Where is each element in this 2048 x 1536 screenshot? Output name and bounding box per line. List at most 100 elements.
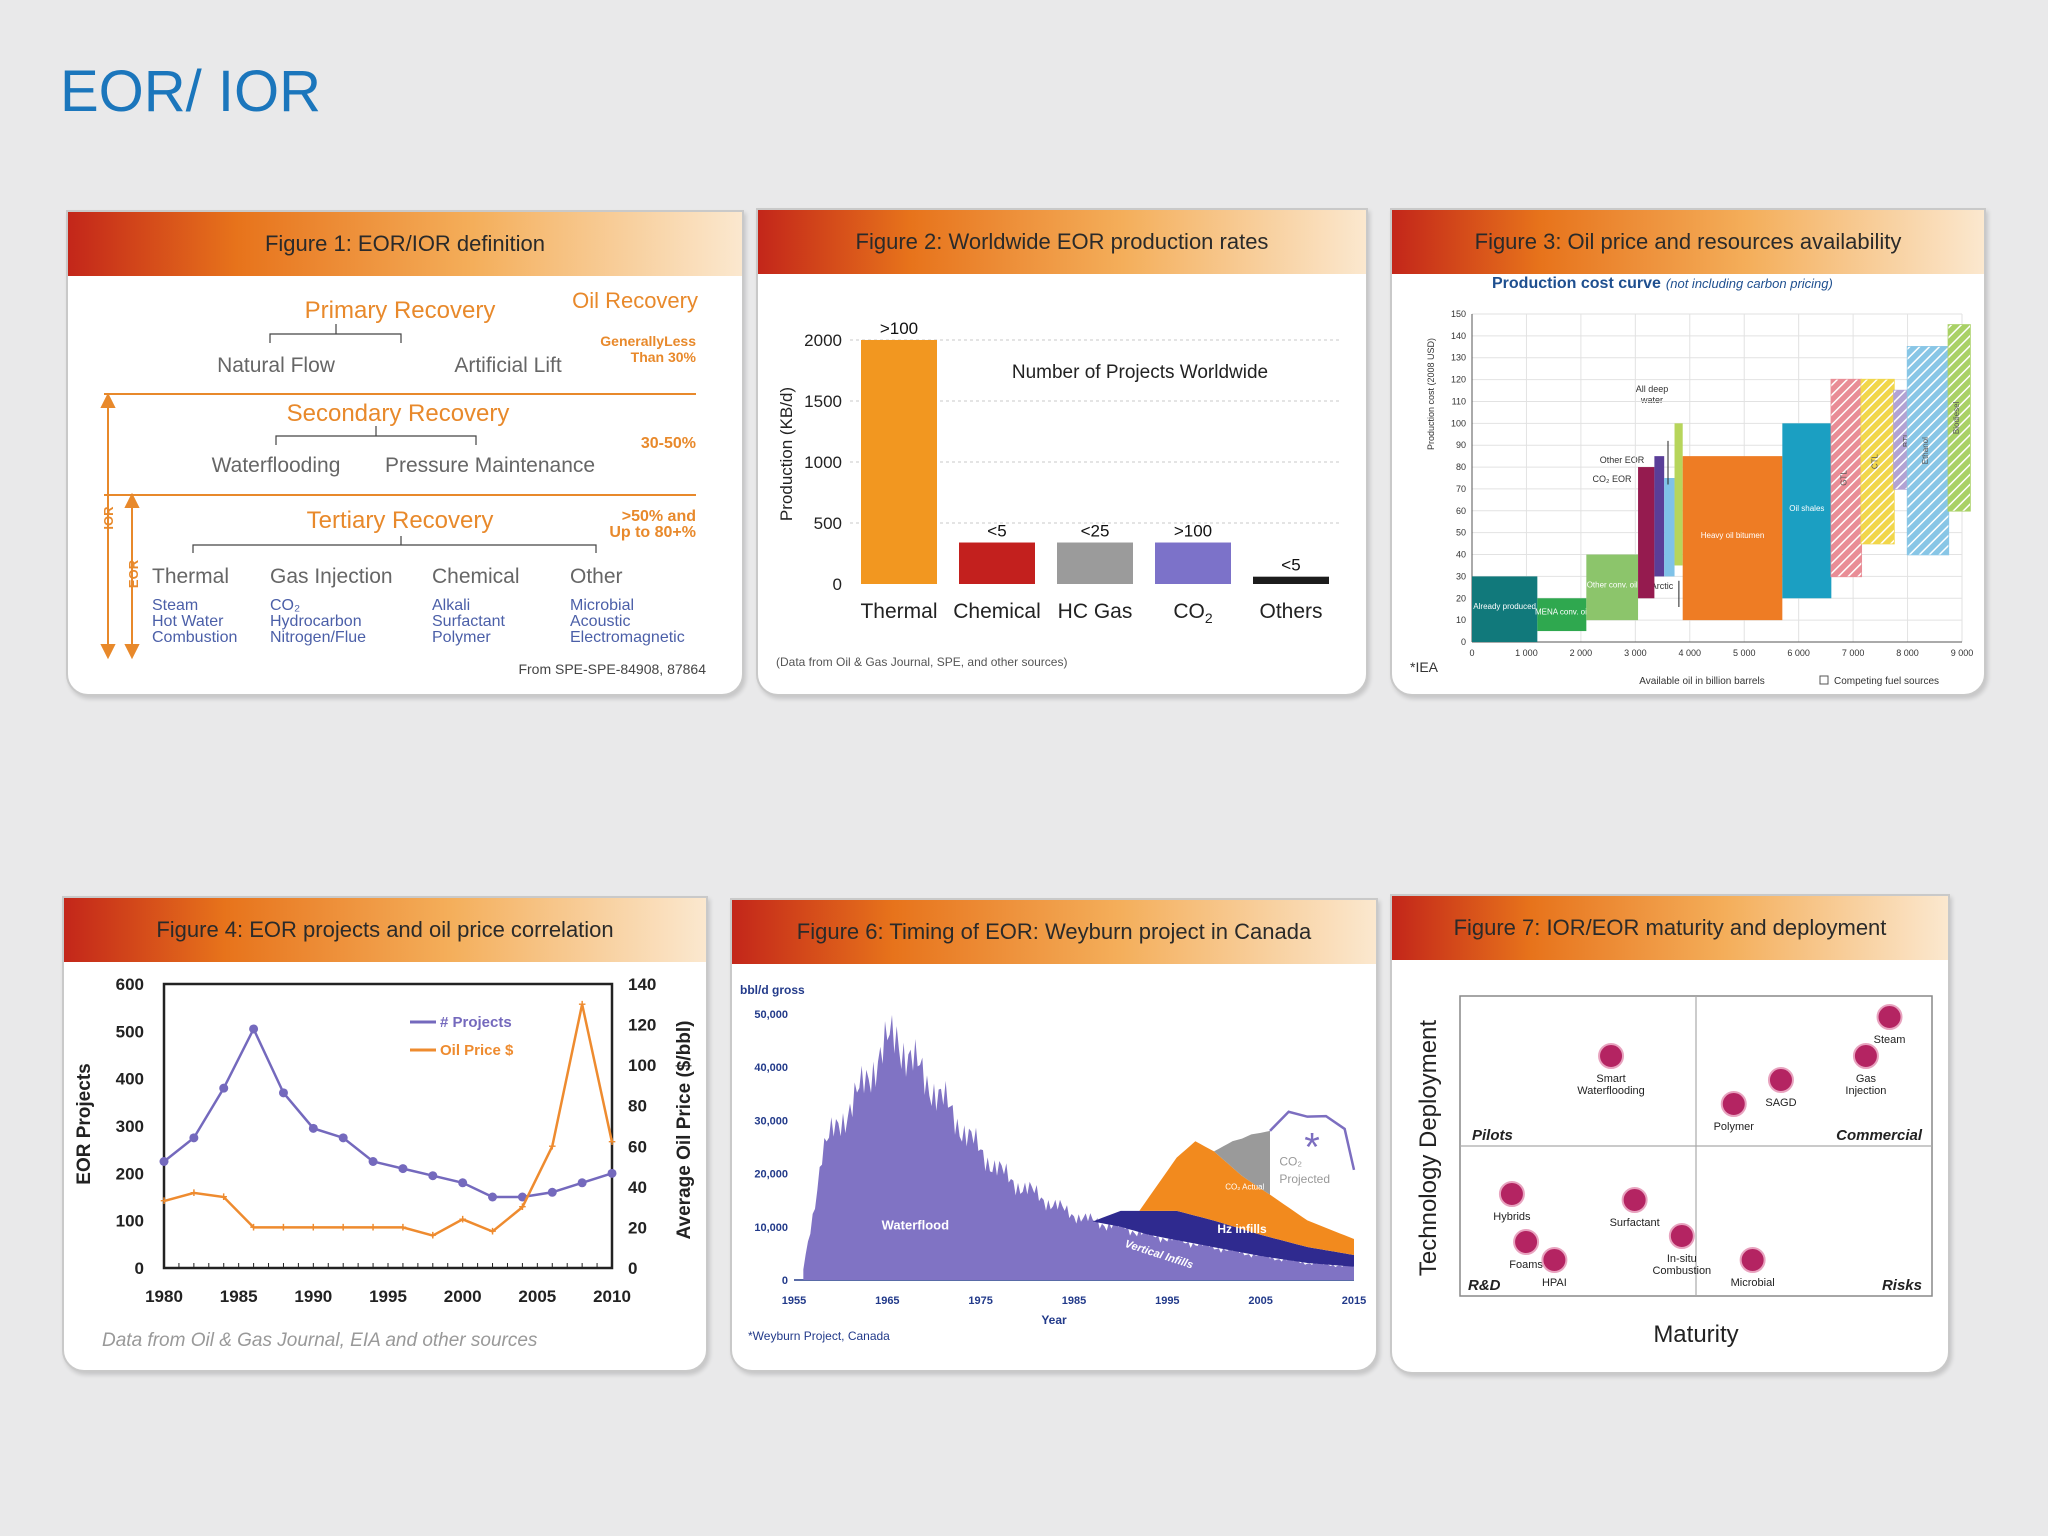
fig3-y-tick: 20 — [1456, 593, 1466, 603]
figure-3-panel: Figure 3: Oil price and resources availa… — [1390, 208, 1986, 696]
sub-surfactant: Surfactant — [432, 613, 505, 630]
fig4-legend-label-oil-price: Oil Price $ — [440, 1042, 514, 1059]
fig3-block-biodiesel-label: Biodiesel — [1952, 401, 1961, 434]
fig6-x-tick: 1995 — [1155, 1295, 1179, 1307]
figure-1-title: Figure 1: EOR/IOR definition — [264, 231, 545, 256]
fig4-plot-frame — [162, 982, 614, 1270]
fig3-competing-legend: Competing fuel sources — [1834, 676, 1939, 687]
fig2-co2-subscript: 2 — [1205, 610, 1213, 626]
fig3-y-tick: 0 — [1461, 637, 1466, 647]
fig3-block-other-conv-oil — [1586, 554, 1639, 621]
fig4-left-tick: 600 — [116, 975, 144, 994]
fig4-x-tick: 1995 — [369, 1287, 407, 1306]
fig4-point-oil-price: + — [339, 1219, 347, 1234]
fig2-y-tick: 500 — [814, 514, 842, 533]
fig3-y-tick: 150 — [1451, 309, 1466, 319]
fig4-x-tick: 1980 — [145, 1287, 183, 1306]
fig4-x-tick: 1990 — [294, 1287, 332, 1306]
figure-2-title: Figure 2: Worldwide EOR production rates — [855, 229, 1269, 254]
fig4-point-projects — [428, 1171, 438, 1181]
fig2-bar-label: <5 — [1281, 556, 1300, 575]
fig2-y-tick: 1500 — [804, 392, 842, 411]
fig6-label-co2-projected-1: CO₂ — [1279, 1155, 1302, 1169]
fig7-point-sagd — [1767, 1067, 1794, 1093]
figure-2-panel: Figure 2: Worldwide EOR production rates… — [756, 208, 1368, 696]
fig7-label-steam: Steam — [1874, 1034, 1906, 1046]
fig3-block-eor-segment — [1654, 456, 1665, 577]
fig2-category-label: CO2 — [1173, 600, 1213, 626]
fig6-y-tick: 30,000 — [754, 1115, 788, 1127]
figure-3-title: Figure 3: Oil price and resources availa… — [1474, 229, 1902, 254]
fig3-x-tick: 7 000 — [1842, 648, 1865, 658]
fig4-point-oil-price: + — [548, 1138, 556, 1153]
fig3-x-tick: 0 — [1469, 648, 1474, 658]
fig3-ann-deepwater-2: water — [1640, 395, 1663, 405]
category-chemical: Chemical — [432, 565, 520, 588]
figure-2-header: Figure 2: Worldwide EOR production rates — [758, 210, 1366, 274]
fig3-x-tick: 9 000 — [1951, 648, 1974, 658]
fig4-point-projects — [219, 1083, 229, 1093]
fig7-x-axis-label: Maturity — [1653, 1321, 1738, 1348]
fig3-y-tick: 120 — [1451, 375, 1466, 385]
secondary-bracket — [275, 426, 477, 445]
fig4-point-projects — [488, 1192, 498, 1202]
tertiary-pct-2: Up to 80+% — [609, 524, 696, 541]
fig6-y-tick: 10,000 — [754, 1222, 788, 1234]
figure-6-panel: Figure 6: Timing of EOR: Weyburn project… — [730, 898, 1378, 1372]
fig4-point-projects — [249, 1024, 259, 1034]
fig3-y-tick: 40 — [1456, 550, 1466, 560]
figure-3-header: Figure 3: Oil price and resources availa… — [1392, 210, 1984, 274]
fig3-y-tick: 80 — [1456, 462, 1466, 472]
fig4-point-oil-price: + — [399, 1219, 407, 1234]
fig4-series-projects — [163, 1026, 613, 1199]
fig3-block-ethanol-hatch — [1907, 346, 1949, 555]
eor-label: EOR — [126, 559, 141, 588]
fig4-left-tick: 200 — [116, 1164, 144, 1183]
figure-4-title: Figure 4: EOR projects and oil price cor… — [156, 917, 614, 942]
fig2-bar-co2 — [1155, 542, 1231, 584]
fig7-label-sagd: SAGD — [1765, 1097, 1796, 1109]
fig2-bar-chemical — [959, 542, 1035, 584]
fig6-label-co2-projected-2: Projected — [1279, 1172, 1330, 1186]
fig7-label-hybrids: Hybrids — [1493, 1211, 1531, 1223]
fig3-y-tick: 10 — [1456, 615, 1466, 625]
fig7-label-hpai: HPAI — [1542, 1277, 1567, 1289]
fig3-x-tick: 8 000 — [1896, 648, 1919, 658]
quadrant-commercial: Commercial — [1836, 1127, 1923, 1144]
fig3-x-tick: 5 000 — [1733, 648, 1756, 658]
sub-acoustic: Acoustic — [570, 613, 630, 630]
sub-steam: Steam — [152, 597, 198, 614]
sub-microbial: Microbial — [570, 597, 634, 614]
fig6-y-tick: 0 — [782, 1275, 788, 1287]
fig4-left-tick: 0 — [135, 1259, 144, 1278]
fig3-y-tick: 110 — [1452, 396, 1466, 406]
fig3-block-biodiesel-hatch — [1948, 324, 1970, 511]
fig2-bar-label: >100 — [1174, 522, 1212, 541]
figure-6-header: Figure 6: Timing of EOR: Weyburn project… — [732, 900, 1376, 964]
fig3-y-axis-label: Production cost (2008 USD) — [1426, 338, 1436, 450]
figure-7-chart: Technology Deployment Maturity Pilots Co… — [1415, 995, 1933, 1348]
fig2-bar-thermal — [861, 340, 937, 584]
fig2-category-label: Others — [1259, 600, 1322, 623]
fig3-block-eor-segment — [1674, 423, 1683, 566]
fig4-source: Data from Oil & Gas Journal, EIA and oth… — [102, 1330, 538, 1351]
figure-1-source: From SPE-SPE-84908, 87864 — [518, 661, 706, 677]
fig3-y-tick: 60 — [1456, 506, 1466, 516]
fig6-x-tick: 1985 — [1062, 1295, 1086, 1307]
fig3-x-tick: 4 000 — [1679, 648, 1702, 658]
figure-6-chart: bbl/d gross Year *Weyburn Project, Canad… — [740, 983, 1366, 1343]
fig3-block-heavy-oil-bitumen — [1682, 456, 1783, 621]
fig4-x-tick: 1985 — [220, 1287, 258, 1306]
tertiary-pct-1: >50% and — [622, 508, 696, 525]
fig6-area-co2-actual — [1214, 1130, 1270, 1195]
category-thermal: Thermal — [152, 565, 229, 588]
fig3-ann-arctic: Arctic — [1651, 581, 1674, 591]
fig3-competing-legend-icon — [1819, 675, 1829, 685]
fig7-point-foams — [1513, 1229, 1540, 1255]
fig2-y-axis-label: Production (KB/d) — [777, 387, 796, 521]
fig2-bar-label: >100 — [880, 319, 918, 338]
fig6-x-tick: 1955 — [782, 1295, 806, 1307]
fig6-area-waterflood — [803, 1014, 1354, 1280]
fig4-point-projects — [547, 1187, 557, 1197]
fig6-footnote: *Weyburn Project, Canada — [748, 1329, 890, 1343]
